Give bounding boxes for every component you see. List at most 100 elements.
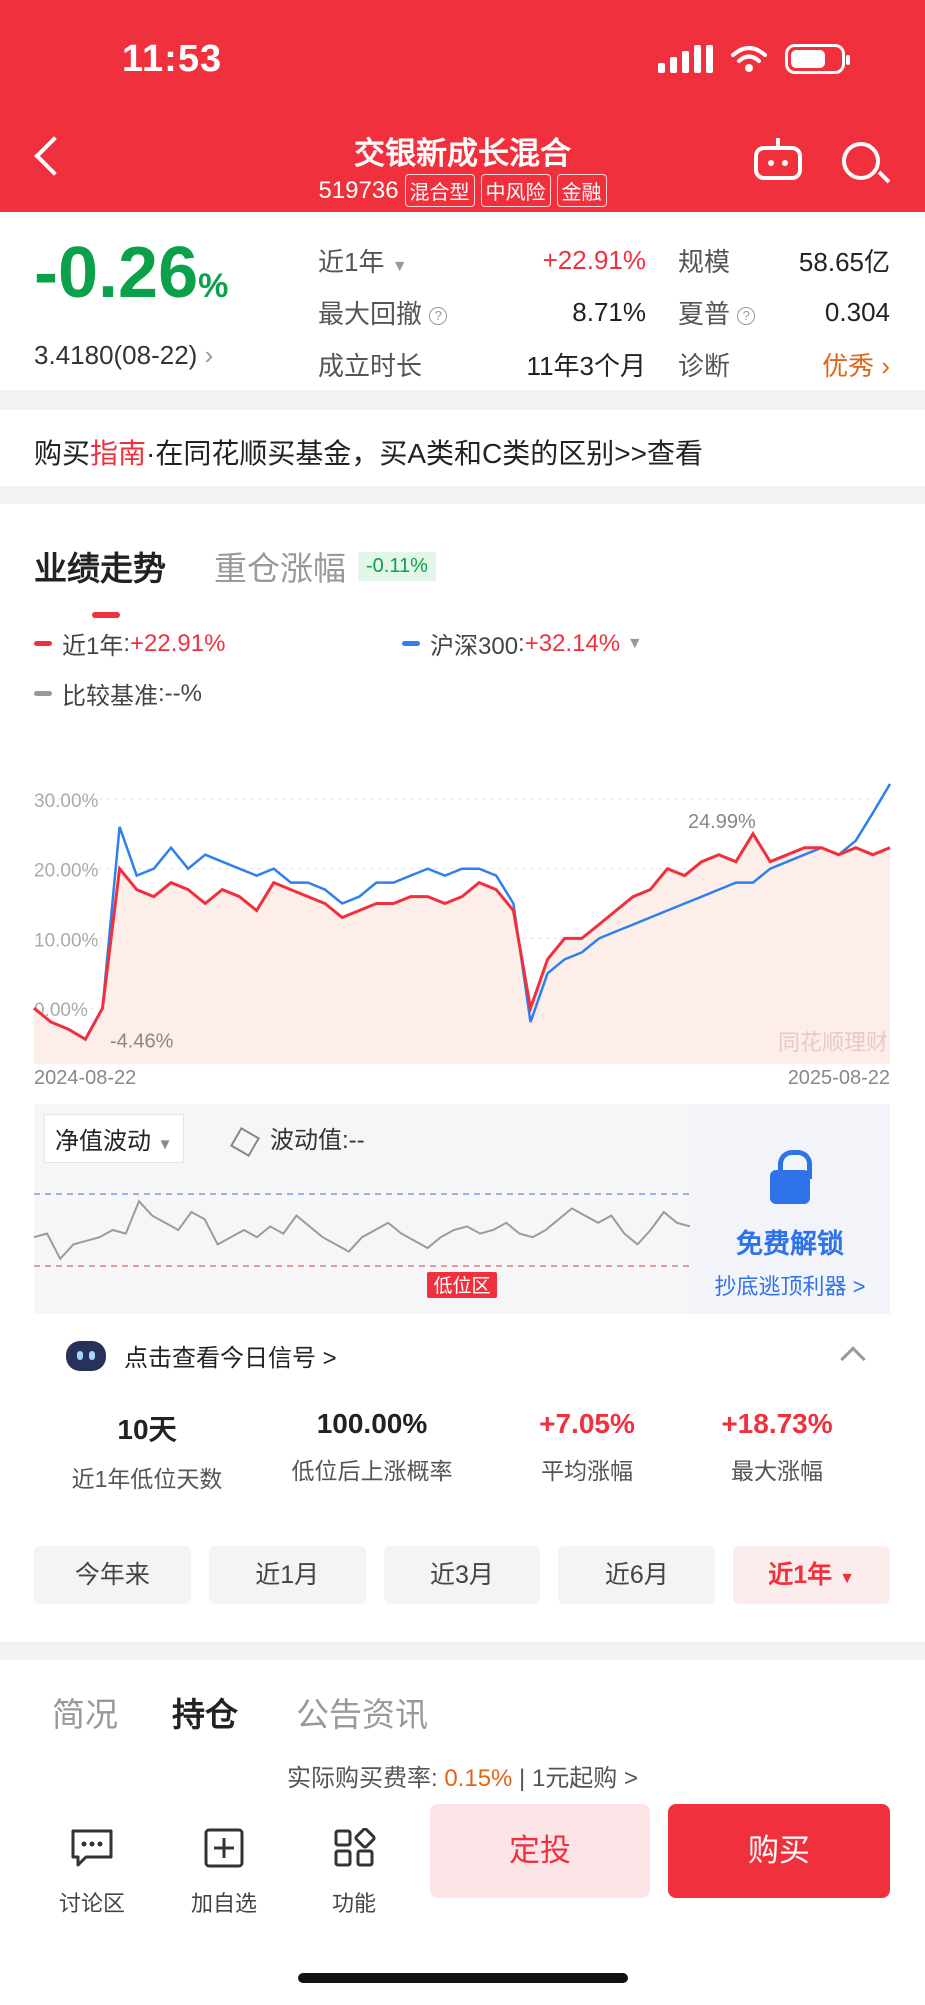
hexagon-icon <box>229 1126 261 1157</box>
grid-icon <box>334 1827 376 1867</box>
diagnosis-label: 诊断 <box>678 350 731 381</box>
period-3m[interactable]: 近3月 <box>383 1546 541 1604</box>
age-value: 11年3个月 <box>526 350 646 381</box>
volatility-value: 波动值:-- <box>229 1120 365 1157</box>
unlock-panel[interactable]: 免费解锁 抄底逃顶利器 > <box>690 1104 890 1314</box>
unlock-subtitle: 抄底逃顶利器 > <box>714 1274 866 1299</box>
volatility-line <box>34 1199 690 1261</box>
stat-low-days: 10天 近1年低位天数 <box>71 1414 223 1492</box>
drawdown-label: 最大回撤 ? <box>318 294 448 331</box>
annotation-min: -4.46% <box>110 1030 174 1052</box>
fund-tag: 中风险 <box>480 174 551 207</box>
fund-summary: -0.26% 3.4180(08-22) › 近1年 ▼ +22.91% 规模 … <box>0 212 925 390</box>
summary-row: 成立时长 11年3个月 诊断 优秀 › <box>318 338 890 390</box>
series-line-fund <box>33 830 891 1042</box>
drawdown-value: 8.71% <box>572 296 646 327</box>
y-tick-label: 0.00% <box>34 1000 88 1021</box>
buy-guide-banner[interactable]: 购买指南·在同花顺买基金，买A类和C类的区别>>查看 <box>0 410 925 486</box>
x-tick-label: 2025-08-22 <box>788 1067 890 1084</box>
fund-subtitle: 519736 混合型 中风险 金融 <box>0 174 925 207</box>
nav-value[interactable]: 3.4180(08-22) › <box>34 340 214 370</box>
dingtou-button[interactable]: 定投 <box>430 1804 650 1898</box>
discussion-label: 讨论区 <box>58 1891 125 1916</box>
period-6m[interactable]: 近6月 <box>558 1546 716 1604</box>
diagnosis-value[interactable]: 优秀 › <box>822 350 890 381</box>
signal-stats: 10天 近1年低位天数 100.00% 低位后上涨概率 +7.05% 平均涨幅 +18… <box>42 1408 882 1494</box>
fund-tag: 金融 <box>556 174 607 207</box>
help-icon[interactable]: ? <box>429 306 448 325</box>
low-zone-label: 低位区 <box>433 1275 490 1297</box>
chevron-up-icon[interactable] <box>840 1346 866 1372</box>
annotation-max: 24.99% <box>688 811 756 833</box>
series-line-index <box>33 783 892 1041</box>
summary-row: 近1年 ▼ +22.91% 规模 58.65亿 <box>318 234 890 286</box>
performance-tabs: 业绩走势 重仓涨幅 -0.11% <box>34 542 436 618</box>
stat-avg-rise: +7.05% 平均涨幅 <box>539 1408 635 1484</box>
tab-performance[interactable]: 业绩走势 <box>34 542 166 618</box>
fund-tag: 混合型 <box>404 174 475 207</box>
lock-icon <box>770 1150 812 1204</box>
guide-prefix: 购买 <box>34 438 91 469</box>
age-label: 成立时长 <box>318 350 423 381</box>
stat-max-rise: +18.73% 最大涨幅 <box>721 1408 833 1484</box>
period-selector[interactable]: 近1年 ▼ <box>318 246 408 277</box>
fee-info[interactable]: 实际购买费率: 0.15% | 1元起购 > <box>286 1765 638 1792</box>
add-watchlist-label: 加自选 <box>190 1891 257 1916</box>
period-1m[interactable]: 近1月 <box>208 1546 366 1604</box>
chat-icon <box>71 1829 113 1867</box>
tab-holdings-change[interactable]: 重仓涨幅 <box>214 550 346 587</box>
watermark: 同花顺理财 <box>778 1030 888 1055</box>
functions-button[interactable]: 功能 <box>314 1827 394 1918</box>
guide-text: ·在同花顺买基金，买A类和C类的区别>>查看 <box>146 438 703 469</box>
status-icons <box>658 44 850 74</box>
bottom-bar: 实际购买费率: 0.15% | 1元起购 > 讨论区 加自选 功能 定投 购买 <box>0 1740 925 2005</box>
home-indicator[interactable] <box>298 1973 628 1983</box>
unlock-title: 免费解锁 <box>736 1229 844 1259</box>
sharpe-label: 夏普 ? <box>678 294 798 331</box>
daily-change: -0.26% <box>34 233 229 313</box>
scale-value: 58.65亿 <box>798 246 890 277</box>
volatility-panel: 低位区 净值波动 ▼ 波动值:-- 免费解锁 抄底逃顶利器 > <box>34 1104 890 1314</box>
y-tick-label: 10.00% <box>34 930 99 951</box>
fund-code: 519736 <box>318 176 399 204</box>
tab-overview[interactable]: 简况 <box>52 1696 118 1733</box>
period-1y[interactable]: 近1年 ▼ <box>733 1546 890 1604</box>
legend-comparison: 比较基准: --% <box>34 676 202 711</box>
help-icon[interactable]: ? <box>737 306 756 325</box>
today-signal-link[interactable]: 点击查看今日信号 > <box>66 1338 337 1373</box>
signal-card: 点击查看今日信号 > 10天 近1年低位天数 100.00% 低位后上涨概率 +7.… <box>42 1316 882 1516</box>
fund-title: 交银新成长混合 <box>354 136 571 171</box>
performance-card: 业绩走势 重仓涨幅 -0.11% 近1年: +22.91% 沪深300: +32.1… <box>0 504 925 1642</box>
add-watchlist-button[interactable]: 加自选 <box>184 1828 264 1918</box>
discussion-button[interactable]: 讨论区 <box>52 1828 132 1918</box>
guide-highlight: 指南 <box>90 438 147 469</box>
x-tick-label: 2024-08-22 <box>34 1067 136 1084</box>
tab-holdings[interactable]: 持仓 <box>172 1696 238 1733</box>
scale-label: 规模 <box>678 246 731 277</box>
volatility-select[interactable]: 净值波动 ▼ <box>44 1114 184 1163</box>
period-return: +22.91% <box>542 244 646 275</box>
buy-button[interactable]: 购买 <box>668 1804 890 1898</box>
summary-grid: 近1年 ▼ +22.91% 规模 58.65亿 最大回撤 ? 8.71% 夏普 … <box>318 234 890 390</box>
legend-benchmark-index[interactable]: 沪深300: +32.14% ▼ <box>402 626 643 661</box>
cellular-signal-icon <box>658 45 713 73</box>
y-tick-label: 30.00% <box>34 791 99 812</box>
functions-label: 功能 <box>331 1891 376 1916</box>
status-time: 11:53 <box>122 38 223 80</box>
y-tick-label: 20.00% <box>34 861 99 882</box>
app-header: 11:53 交银新成长混合 519736 混合型 中风险 金融 <box>0 0 925 212</box>
tab-announcements[interactable]: 公告资讯 <box>296 1696 428 1733</box>
low-zone-label-bg <box>427 1272 497 1298</box>
holdings-change-badge: -0.11% <box>358 551 436 581</box>
robot-icon[interactable] <box>754 138 802 180</box>
section-tabs: 简况 持仓 公告资讯 <box>0 1660 925 1740</box>
search-icon[interactable] <box>842 142 880 180</box>
sharpe-value: 0.304 <box>824 296 890 327</box>
battery-icon <box>785 44 850 74</box>
volatility-chart: 低位区 <box>34 1193 690 1298</box>
stat-rise-probability: 100.00% 低位后上涨概率 <box>291 1408 453 1484</box>
performance-chart[interactable]: 30.00% 20.00% 10.00% 0.00% 24.99% -4.46% 同花顺理财… <box>0 744 925 1084</box>
period-ytd[interactable]: 今年来 <box>34 1546 191 1604</box>
summary-row: 最大回撤 ? 8.71% 夏普 ? 0.304 <box>318 286 890 338</box>
add-icon <box>204 1828 244 1868</box>
